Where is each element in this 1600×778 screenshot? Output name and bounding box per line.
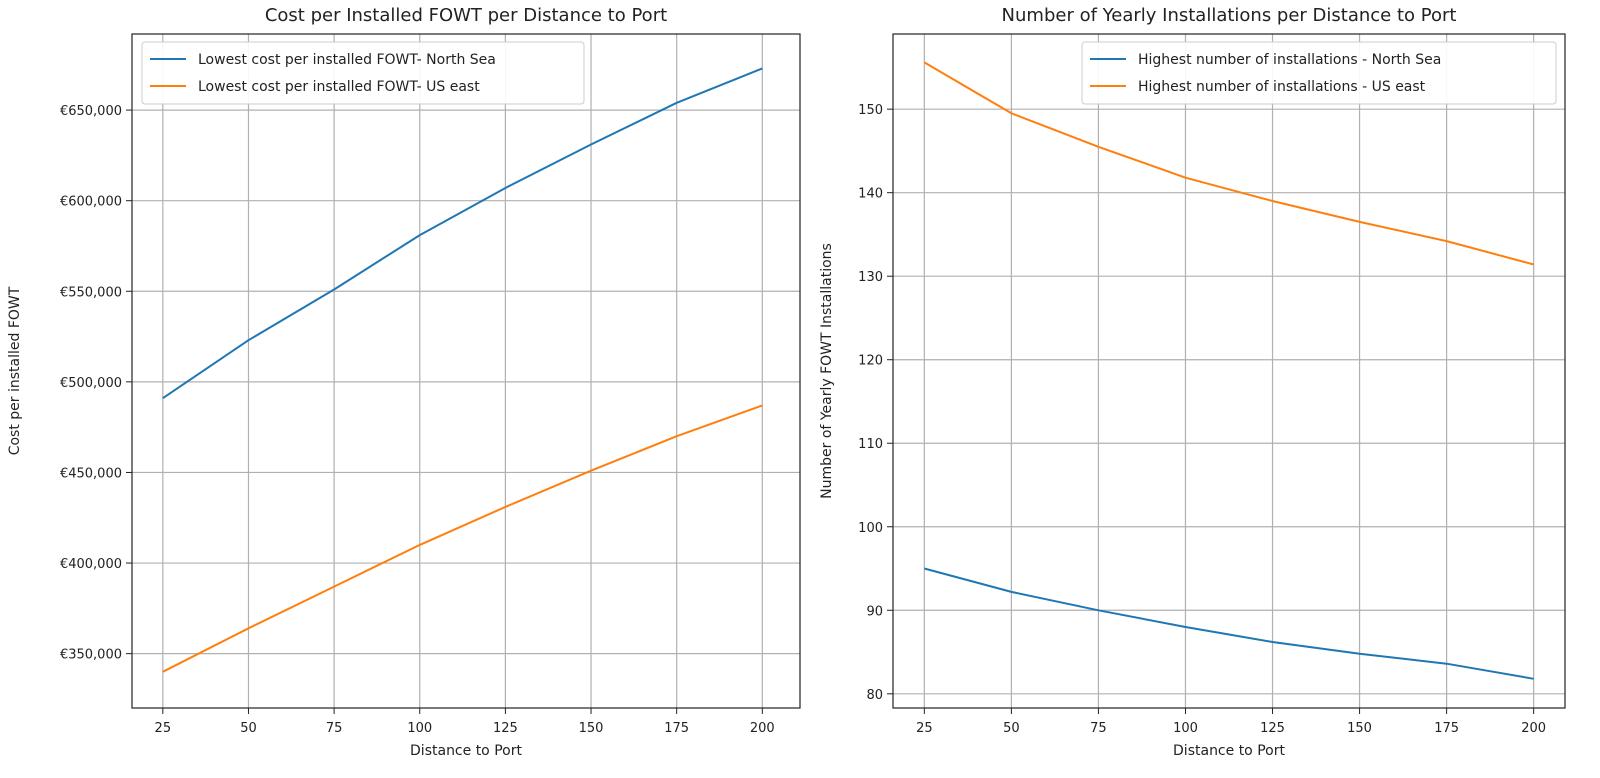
cost-chart-legend: Lowest cost per installed FOWT- North Se… xyxy=(141,41,585,105)
cost-chart-legend-box xyxy=(141,41,585,105)
cost-chart-x-tick-label: 125 xyxy=(493,721,518,736)
installations-chart-x-tick-label: 75 xyxy=(1090,721,1107,736)
installations-chart-x-tick-label: 175 xyxy=(1434,721,1459,736)
installations-chart: Number of Yearly Installations per Dista… xyxy=(819,5,1566,759)
cost-chart-title: Cost per Installed FOWT per Distance to … xyxy=(265,5,667,26)
cost-chart-x-tick-label: 75 xyxy=(326,721,343,736)
cost-chart-x-tick-label: 25 xyxy=(155,721,172,736)
installations-chart-x-tick-label: 125 xyxy=(1260,721,1285,736)
cost-chart-y-tick-label: €350,000 xyxy=(60,648,122,663)
installations-chart-y-axis-label: Number of Yearly FOWT Installations xyxy=(819,243,835,499)
cost-chart-plot-frame xyxy=(131,33,801,709)
installations-chart-x-axis-label: Distance to Port xyxy=(1173,743,1285,759)
cost-chart-x-tick-label: 175 xyxy=(664,721,689,736)
installations-chart-legend-box xyxy=(1081,41,1557,105)
installations-chart-x-tick-label: 200 xyxy=(1521,721,1546,736)
installations-chart-plot-frame xyxy=(892,33,1566,709)
installations-chart-x-tick-label: 25 xyxy=(916,721,933,736)
cost-chart-series-line-2 xyxy=(162,404,763,673)
cost-chart-y-tick-label: €600,000 xyxy=(60,195,122,210)
installations-chart-legend-label: Highest number of installations - US eas… xyxy=(1138,79,1426,95)
cost-chart-series-line-1 xyxy=(162,67,763,400)
installations-chart-y-tick-label: 100 xyxy=(858,521,883,536)
cost-chart-x-tick-label: 150 xyxy=(579,721,604,736)
installations-chart-y-tick-label: 90 xyxy=(866,604,883,619)
installations-chart-y-tick-label: 110 xyxy=(858,437,883,452)
installations-chart-y-tick-label: 140 xyxy=(858,187,883,202)
installations-chart-legend-label: Highest number of installations - North … xyxy=(1138,52,1441,68)
installations-chart-title: Number of Yearly Installations per Dista… xyxy=(1002,5,1457,26)
installations-chart-y-tick-label: 130 xyxy=(858,270,883,285)
cost-chart-x-tick-label: 200 xyxy=(750,721,775,736)
cost-chart-y-tick-label: €650,000 xyxy=(60,104,122,119)
installations-chart-y-tick-label: 120 xyxy=(858,354,883,369)
cost-chart-y-tick-label: €500,000 xyxy=(60,376,122,391)
cost-chart-x-tick-label: 50 xyxy=(240,721,257,736)
installations-chart-series-line-2 xyxy=(923,61,1534,266)
cost-chart: Cost per Installed FOWT per Distance to … xyxy=(7,5,801,759)
cost-chart-x-tick-label: 100 xyxy=(407,721,432,736)
installations-chart-legend: Highest number of installations - North … xyxy=(1081,41,1557,105)
cost-chart-y-tick-label: €450,000 xyxy=(60,466,122,481)
cost-chart-legend-label: Lowest cost per installed FOWT- North Se… xyxy=(198,52,496,68)
cost-chart-x-axis-label: Distance to Port xyxy=(410,743,522,759)
cost-chart-legend-label: Lowest cost per installed FOWT- US east xyxy=(198,79,480,95)
installations-chart-y-tick-label: 150 xyxy=(858,103,883,118)
cost-chart-y-axis-label: Cost per installed FOWT xyxy=(7,286,23,455)
installations-chart-x-tick-label: 50 xyxy=(1003,721,1020,736)
cost-chart-y-tick-label: €400,000 xyxy=(60,557,122,572)
installations-chart-x-tick-label: 100 xyxy=(1173,721,1198,736)
installations-chart-y-tick-label: 80 xyxy=(866,688,883,703)
cost-chart-y-tick-label: €550,000 xyxy=(60,285,122,300)
installations-chart-x-tick-label: 150 xyxy=(1347,721,1372,736)
installations-chart-series-line-1 xyxy=(924,567,1534,680)
